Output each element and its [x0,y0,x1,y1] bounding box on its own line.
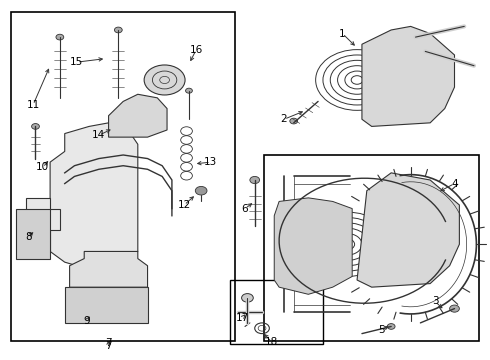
Text: 16: 16 [190,45,203,55]
Circle shape [144,65,185,95]
Text: 4: 4 [451,179,458,189]
Circle shape [56,34,64,40]
Text: 7: 7 [105,341,112,351]
Bar [230,280,323,344]
Text: 12: 12 [177,200,191,210]
Text: 10: 10 [36,162,49,172]
Text: 13: 13 [204,157,218,167]
Text: 14: 14 [92,130,105,140]
Polygon shape [109,94,167,137]
Polygon shape [50,123,138,273]
Circle shape [290,118,297,124]
Text: 17: 17 [236,312,249,323]
Text: 2: 2 [281,114,287,124]
Text: 8: 8 [25,232,31,242]
Text: 15: 15 [70,57,83,67]
Bar [265,155,479,341]
Text: 5: 5 [378,325,385,335]
Circle shape [450,305,460,312]
Circle shape [115,27,122,33]
Text: 18: 18 [265,337,278,347]
Polygon shape [26,198,60,251]
Circle shape [387,324,395,329]
Polygon shape [70,251,147,287]
Circle shape [242,294,253,302]
Polygon shape [65,287,147,323]
Text: 9: 9 [83,316,90,326]
Circle shape [31,123,39,129]
Text: 3: 3 [432,296,439,306]
Polygon shape [357,173,460,287]
Circle shape [250,176,260,184]
Polygon shape [362,26,455,126]
Text: 6: 6 [242,203,248,213]
Text: 7: 7 [105,338,112,347]
Circle shape [186,88,193,93]
Polygon shape [274,198,352,294]
Bar [11,12,235,341]
Text: 11: 11 [26,100,40,110]
Polygon shape [16,208,50,258]
Text: 1: 1 [339,28,346,39]
Circle shape [196,186,207,195]
